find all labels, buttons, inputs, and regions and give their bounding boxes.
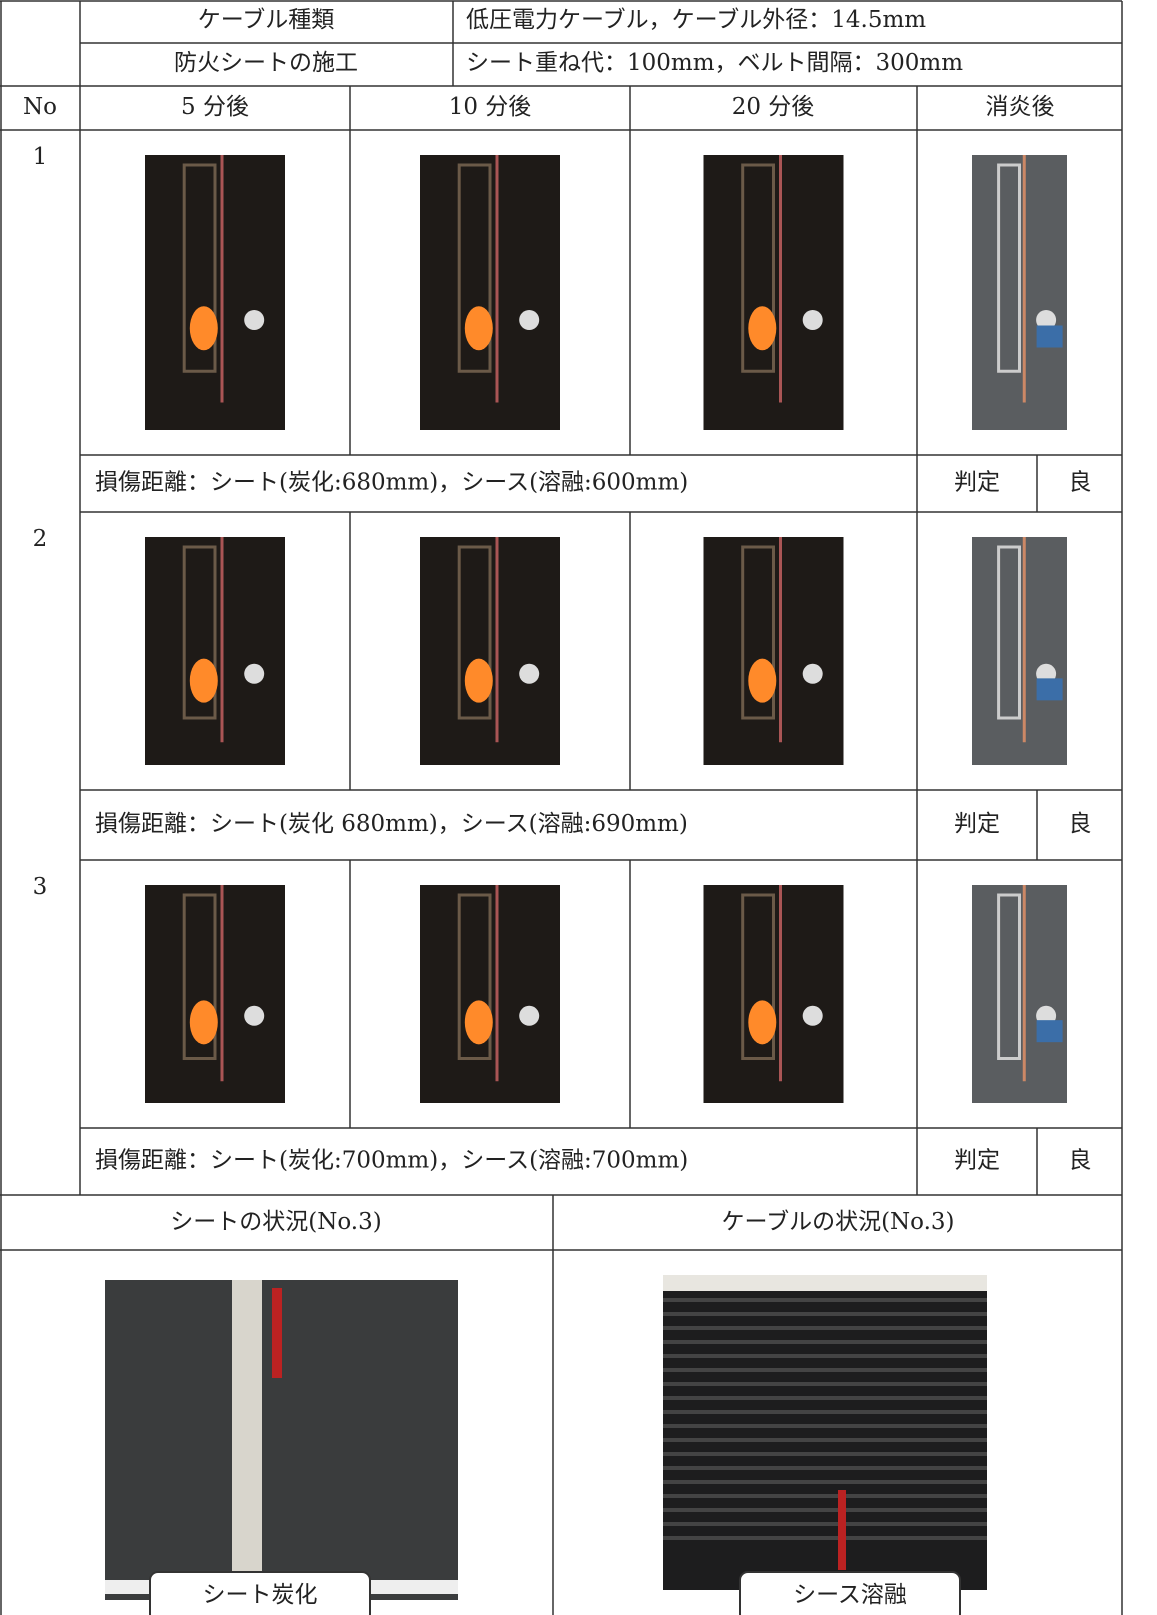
flame xyxy=(189,306,218,351)
cell-text: 判定 xyxy=(954,470,1000,496)
photo xyxy=(145,885,285,1103)
cell-text: 低圧電力ケーブル，ケーブル外径：14.5mm xyxy=(466,7,926,33)
screwdriver xyxy=(272,1288,282,1378)
flame xyxy=(464,306,493,351)
cell-text: シート重ね代：100mm，ベルト間隔：300mm xyxy=(466,50,963,76)
ladder xyxy=(457,163,492,373)
gauge xyxy=(244,310,265,330)
photo xyxy=(105,1280,458,1600)
photo xyxy=(663,1275,987,1590)
cell-text: ケーブルの状況(No.3) xyxy=(721,1209,954,1235)
photo xyxy=(420,537,560,765)
cell-text: 5 分後 xyxy=(181,94,249,120)
cell-text: シート炭化 xyxy=(203,1582,318,1608)
cell-text: 防火シートの施工 xyxy=(174,50,358,76)
cell-text: 良 xyxy=(1069,1148,1092,1174)
ladder xyxy=(182,893,217,1060)
cell-text: 2 xyxy=(33,526,48,552)
flame xyxy=(464,1000,493,1045)
cell-text: 良 xyxy=(1069,811,1092,837)
ladder xyxy=(182,163,217,373)
flame xyxy=(189,1000,218,1045)
cell-text: 消炎後 xyxy=(986,94,1055,120)
caption-box xyxy=(739,1571,961,1615)
photo xyxy=(703,885,844,1103)
ladder xyxy=(457,545,492,720)
gauge xyxy=(802,663,823,684)
ladder xyxy=(741,163,776,373)
flame xyxy=(748,306,777,351)
cell-text: 20 分後 xyxy=(732,94,815,120)
cell-text: 判定 xyxy=(954,811,1000,837)
photo xyxy=(703,155,844,430)
gauge xyxy=(1036,310,1057,330)
gauge xyxy=(802,1005,823,1026)
cell-text: 損傷距離：シート(炭化:700mm)，シース(溶融:700mm) xyxy=(95,1148,688,1174)
gauge xyxy=(519,310,540,330)
ladder xyxy=(741,545,776,720)
ladder xyxy=(997,893,1021,1060)
cell-text: 損傷距離：シート(炭化 680mm)，シース(溶融:690mm) xyxy=(95,811,688,837)
cell-text: 3 xyxy=(33,874,48,900)
gauge xyxy=(802,310,823,330)
monitor xyxy=(1036,678,1063,701)
ladder xyxy=(457,893,492,1060)
photo xyxy=(703,537,844,765)
screwdriver xyxy=(838,1490,846,1570)
flame xyxy=(748,658,777,703)
photo xyxy=(972,885,1067,1103)
flame xyxy=(189,658,218,703)
cell-text: No xyxy=(23,94,57,120)
gauge xyxy=(519,663,540,684)
cell-text: シートの状況(No.3) xyxy=(170,1209,381,1235)
cell-text: 判定 xyxy=(954,1148,1000,1174)
photo xyxy=(420,885,560,1103)
gauge xyxy=(244,663,265,684)
monitor xyxy=(1036,1020,1063,1043)
gauge xyxy=(244,1005,265,1026)
cell-text: 10 分後 xyxy=(449,94,532,120)
cell-text: 良 xyxy=(1069,470,1092,496)
gauge xyxy=(519,1005,540,1026)
ladder xyxy=(997,163,1021,373)
cell-text: 1 xyxy=(33,144,48,170)
photo xyxy=(420,155,560,430)
photo xyxy=(972,155,1067,430)
caption-box xyxy=(149,1571,371,1615)
flame xyxy=(464,658,493,703)
cell-text: 損傷距離：シート(炭化:680mm)，シース(溶融:600mm) xyxy=(95,470,688,496)
photo xyxy=(145,537,285,765)
sheet-gap xyxy=(232,1280,262,1580)
cell-text: ケーブル種類 xyxy=(198,7,335,33)
flame xyxy=(748,1000,777,1045)
ruler xyxy=(663,1275,987,1291)
monitor xyxy=(1036,325,1063,348)
ladder xyxy=(997,545,1021,720)
ladder xyxy=(182,545,217,720)
ladder xyxy=(741,893,776,1060)
cell-text: シース溶融 xyxy=(793,1582,907,1608)
photo-bg xyxy=(663,1275,987,1590)
photo xyxy=(972,537,1067,765)
photo xyxy=(145,155,285,430)
